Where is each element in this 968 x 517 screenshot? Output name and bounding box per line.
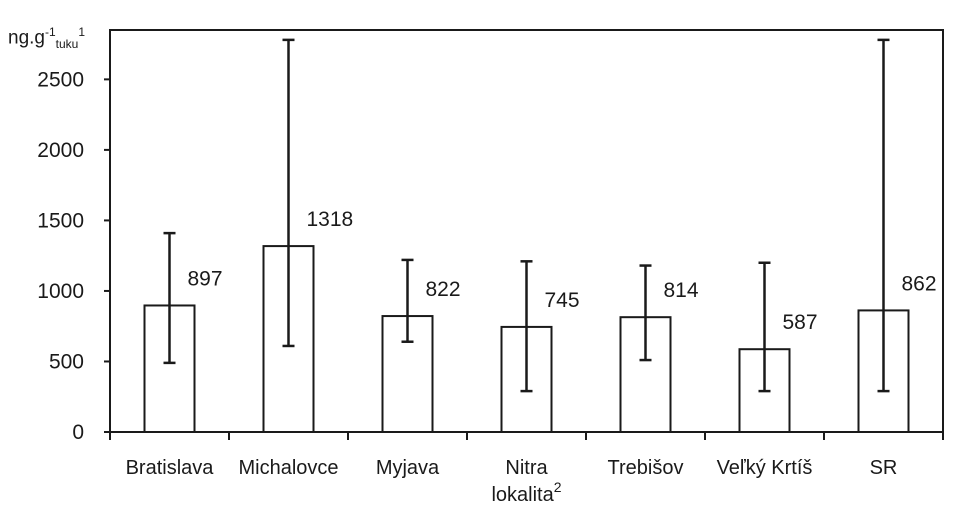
bar-value-label: 745 [545,289,580,312]
x-category-label: Bratislava [126,457,215,479]
y-tick-label: 0 [72,421,84,444]
x-axis-label: lokalita2 [491,479,561,506]
bar-value-label: 897 [188,267,223,290]
y-tick-label: 500 [49,350,84,373]
x-category-label: Nitra [505,457,548,479]
bar-value-label: 862 [902,272,937,295]
x-category-label: SR [870,457,898,479]
y-axis-unit-label: ng.g-1tuku1 [8,25,86,52]
bar-value-label: 1318 [307,208,354,231]
bar-value-label: 814 [664,279,699,302]
y-tick-label: 1500 [37,209,84,232]
bar-value-label: 822 [426,278,461,301]
x-category-label: Myjava [376,457,440,479]
y-tick-label: 2000 [37,139,84,162]
bar-value-label: 587 [783,311,818,334]
x-axis-label-text: lokalita [491,484,554,506]
y-tick-label: 1000 [37,280,84,303]
x-category-label: Trebišov [608,457,684,479]
x-category-label: Michalovce [238,457,338,479]
y-tick-label: 2500 [37,68,84,91]
x-axis-label-footnote: 2 [554,479,562,495]
x-category-label: Veľký Krtíš [717,457,813,479]
